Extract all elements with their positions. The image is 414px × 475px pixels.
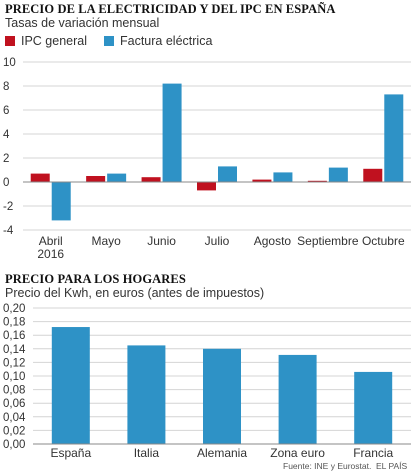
chart1-xtick-label: Octubre [362,234,405,248]
legend-label-factura: Factura eléctrica [120,34,213,48]
chart1-xtick-label: Agosto [254,234,292,248]
chart1-xtick-label: Septiembre [297,234,359,248]
chart1-ytick-label: -2 [3,201,13,213]
chart2-plot: 0,00 0,020,04 0,060,08 0,10 0,120,14 0,160,18… [3,303,411,460]
chart1-ytick-label: 2 [3,153,9,165]
chart1-ytick-label: 6 [3,105,9,117]
chart2-ytick-label: 0,16 [3,330,25,342]
chart1-xtick-label: Mayo [91,234,121,248]
chart2-ytick-label: 0,12 [3,357,25,369]
legend-label-ipc: IPC general [21,34,88,48]
chart2-xtick-label: Alemania [197,446,247,460]
chart1-ytick-label: 8 [3,81,9,93]
chart1-title: PRECIO DE LA ELECTRICIDAD Y DEL IPC EN E… [5,2,336,16]
chart1-bar [218,166,237,182]
chart1-bar [107,173,127,182]
chart2-ytick-label: 0,14 [3,344,26,356]
chart2-ytick-label: 0,10 [3,371,25,383]
chart2-bar [203,348,241,444]
chart2-subtitle: Precio del Kwh, en euros (antes de impue… [5,286,265,300]
chart2-title: PRECIO PARA LOS HOGARES [5,272,186,286]
chart2-bar [51,327,90,444]
chart1-bar [51,182,71,221]
legend-item-factura: Factura eléctrica [104,34,212,48]
chart2-ytick-label: 0,18 [3,317,25,329]
chart2-bar [278,354,317,444]
chart1-bar [307,180,327,182]
chart1-bar [252,179,272,182]
chart1-xtick-label: 2016 [37,247,64,261]
chart1-ytick-label: 10 [3,57,16,69]
chart2-ytick-label: 0,20 [3,303,25,315]
chart1-ytick-label: 4 [3,129,10,141]
legend-swatch-ipc [5,36,15,46]
chart2-ytick-label: 0,04 [3,412,26,424]
chart1-bar [273,172,293,182]
chart2-ytick-label: 0,08 [3,385,25,397]
chart2-bar [354,371,393,444]
source-note: Fuente: INE y Eurostat. [283,461,372,471]
chart1-bar [197,182,216,191]
chart2-xtick-label: Francia [353,446,393,460]
chart1-bar [30,173,50,182]
chart2-xtick-label: Zona euro [270,446,325,460]
chart1-xtick-label: Junio [147,234,176,248]
chart1-xtick-label: Abril [39,234,63,248]
chart1-bar [363,168,383,182]
legend-swatch-factura [104,36,114,46]
chart1-xtick-label: Julio [205,234,230,248]
chart1-bar [86,176,106,182]
chart2-ytick-label: 0,02 [3,425,25,437]
chart2-bar [127,345,166,444]
chart1-ytick-label: 0 [3,177,9,189]
legend-item-ipc: IPC general [5,34,87,48]
chart1-bar [162,83,182,182]
chart1-subtitle: Tasas de variación mensual [5,16,160,30]
chart2-xtick-label: España [50,446,91,460]
chart2-ytick-label: 0,06 [3,398,25,410]
brand-label: EL PAÍS [376,461,408,471]
chart2-xtick-label: Italia [134,446,160,460]
chart1-bar [328,167,348,182]
chart2-ytick-label: 0,00 [3,439,25,451]
chart1-bar [384,94,404,182]
chart1-bar [141,177,161,182]
chart1-ytick-label: -4 [3,225,14,237]
